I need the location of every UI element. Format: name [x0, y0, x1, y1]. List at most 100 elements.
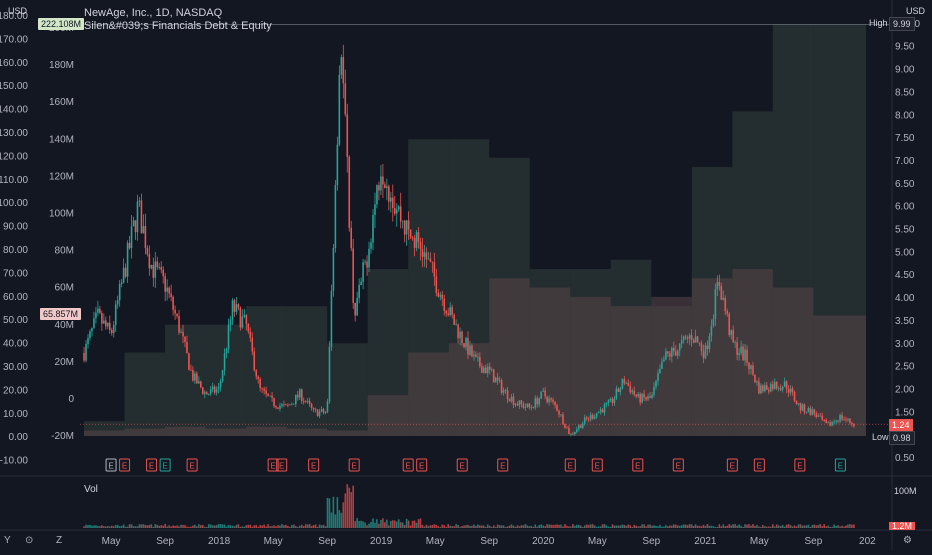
earnings-marker[interactable]: E: [726, 458, 738, 472]
earnings-marker[interactable]: E: [632, 458, 644, 472]
time-axis-label: 2018: [208, 536, 231, 547]
candle-body: [231, 300, 234, 320]
candle-body: [726, 311, 729, 314]
volume-bar: [853, 524, 855, 528]
earnings-marker-box: [146, 458, 158, 472]
earnings-marker-box: [726, 458, 738, 472]
volume-bar: [769, 526, 772, 528]
candle-body: [194, 373, 196, 381]
volume-bar: [684, 524, 687, 528]
earnings-marker[interactable]: E: [105, 458, 117, 472]
candle-body: [607, 400, 610, 403]
earnings-marker[interactable]: E: [672, 458, 684, 472]
candle-body: [243, 314, 246, 317]
candle-body: [459, 331, 461, 339]
earnings-marker[interactable]: E: [416, 458, 428, 472]
earnings-marker[interactable]: E: [794, 458, 806, 472]
candle-body: [734, 342, 736, 343]
candle-body: [469, 345, 471, 355]
left-axis-inner-tick: 140M: [49, 134, 74, 145]
candle-body: [241, 316, 244, 328]
volume-bar: [271, 526, 273, 528]
candle-body: [152, 265, 155, 278]
candle-body: [465, 337, 467, 348]
volume-bar: [576, 524, 578, 528]
time-zone-button[interactable]: ⊙: [25, 535, 34, 546]
volume-bar: [114, 525, 117, 528]
volume-bar: [200, 525, 202, 528]
left-axis-tick: 10.00: [3, 409, 28, 420]
volume-bar: [253, 525, 256, 528]
volume-bar: [457, 524, 459, 528]
earnings-marker[interactable]: E: [348, 458, 360, 472]
volume-bar: [314, 524, 317, 528]
volume-bar: [633, 524, 636, 528]
candle-body: [205, 392, 208, 395]
earnings-marker[interactable]: E: [456, 458, 468, 472]
candle-body: [251, 337, 254, 352]
time-axis[interactable]: May Sep 2018 May Sep 2019 May Sep 2020 May Sep 2021…: [102, 536, 877, 547]
earnings-marker[interactable]: E: [834, 458, 846, 472]
volume-bar: [439, 526, 442, 528]
volume-bar: [811, 524, 814, 528]
candle-body: [536, 398, 539, 405]
earnings-marker[interactable]: E: [159, 458, 171, 472]
volume-bar: [542, 525, 544, 528]
earnings-marker[interactable]: E: [119, 458, 131, 472]
candle-body: [762, 385, 764, 392]
volume-bar: [142, 524, 145, 528]
candle-body: [403, 220, 406, 235]
right-axis[interactable]: 10.009.509.008.508.007.507.006.506.005.5…: [895, 19, 920, 464]
left-axis-tick: 40.00: [3, 339, 28, 350]
candle-body: [554, 401, 556, 406]
earnings-marker[interactable]: E: [753, 458, 765, 472]
volume-bar: [233, 526, 236, 528]
volume-bar: [352, 485, 355, 528]
candle-body: [579, 425, 582, 428]
candle-body: [221, 370, 224, 382]
earnings-marker[interactable]: E: [308, 458, 320, 472]
volume-bar: [833, 524, 835, 528]
zoom-button[interactable]: Z: [56, 535, 63, 546]
candle-body: [306, 400, 309, 402]
high-value: 9.99: [889, 17, 915, 31]
volume-bar: [574, 525, 576, 528]
candle-body: [295, 394, 297, 405]
candle-body: [277, 407, 279, 409]
volume-bar: [704, 525, 707, 528]
candle-body: [550, 398, 552, 400]
volume-bar: [295, 526, 297, 528]
volume-bar: [477, 524, 479, 528]
settings-icon[interactable]: ⚙: [903, 535, 912, 546]
candle-body: [512, 396, 515, 405]
volume-bar: [827, 525, 829, 528]
earnings-marker-letter: E: [279, 462, 284, 471]
earnings-marker[interactable]: E: [146, 458, 158, 472]
y-axis-button[interactable]: Y: [4, 535, 11, 546]
time-axis-label: 2019: [370, 536, 393, 547]
volume-bar: [348, 487, 351, 528]
earnings-marker[interactable]: E: [186, 458, 198, 472]
volume-bar: [524, 524, 527, 528]
candle-body: [374, 204, 376, 216]
candle-body: [196, 373, 198, 384]
candle-body: [340, 57, 343, 75]
earnings-marker[interactable]: E: [497, 458, 509, 472]
earnings-marker[interactable]: E: [402, 458, 414, 472]
candle-body: [799, 403, 802, 411]
volume-bar: [368, 523, 370, 528]
debt-step: [124, 428, 166, 436]
earnings-marker[interactable]: E: [591, 458, 603, 472]
candle-body: [415, 232, 418, 248]
volume-bar: [744, 524, 746, 528]
earnings-marker[interactable]: E: [267, 458, 279, 472]
earnings-marker[interactable]: E: [564, 458, 576, 472]
earnings-marker[interactable]: E: [276, 458, 288, 472]
candle-body: [793, 391, 796, 401]
candle-body: [105, 320, 107, 327]
candle-body: [101, 312, 103, 324]
candle-body: [178, 315, 180, 333]
